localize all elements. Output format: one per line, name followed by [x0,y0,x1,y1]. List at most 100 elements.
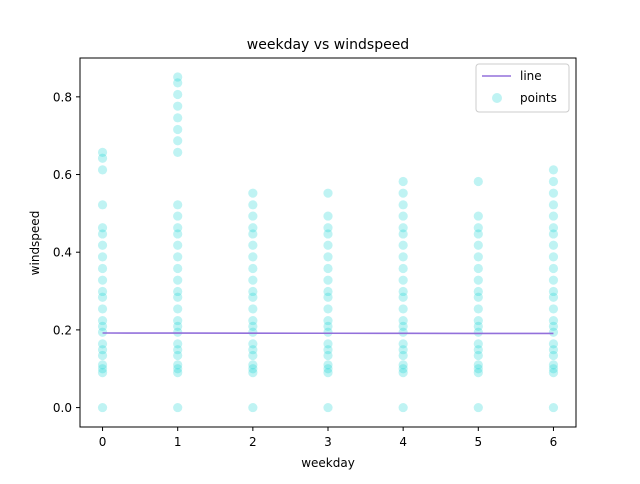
x-tick-label: 5 [474,435,482,449]
data-point [98,148,107,157]
data-point [474,316,483,325]
data-point [323,211,332,220]
data-point [173,287,182,296]
x-tick-label: 6 [550,435,558,449]
data-point [173,72,182,81]
data-point [549,252,558,261]
data-point [549,189,558,198]
data-point [98,252,107,261]
data-point [173,264,182,273]
data-point [399,211,408,220]
data-point [549,316,558,325]
data-point [98,316,107,325]
x-tick-label: 0 [99,435,107,449]
data-point [98,276,107,285]
data-point [173,223,182,232]
data-point [173,125,182,134]
data-point [173,403,182,412]
data-point [399,241,408,250]
data-point [323,360,332,369]
data-point [248,316,257,325]
y-tick-label: 0.2 [53,323,72,337]
data-point [323,339,332,348]
data-point [173,200,182,209]
data-point [549,223,558,232]
data-point [323,264,332,273]
data-point [173,241,182,250]
data-point [549,200,558,209]
data-point [399,316,408,325]
data-point [399,339,408,348]
x-tick-label: 1 [174,435,182,449]
data-point [474,360,483,369]
y-tick-label: 0.8 [53,90,72,104]
y-tick-label: 0.0 [53,401,72,415]
legend-label-points: points [520,91,557,105]
data-point [248,403,257,412]
legend-label-line: line [520,69,542,83]
data-point [474,211,483,220]
data-point [98,403,107,412]
data-point [173,304,182,313]
data-point [248,304,257,313]
data-point [173,148,182,157]
data-point [399,189,408,198]
data-point [549,403,558,412]
data-point [98,200,107,209]
data-point [98,223,107,232]
data-point [399,177,408,186]
data-point [549,241,558,250]
data-point [474,223,483,232]
data-point [98,165,107,174]
data-point [474,276,483,285]
data-point [549,211,558,220]
data-point [248,189,257,198]
data-point [323,276,332,285]
data-point [98,339,107,348]
data-point [173,102,182,111]
data-point [173,136,182,145]
x-tick-label: 2 [249,435,257,449]
data-point [248,241,257,250]
data-point [98,241,107,250]
y-tick-label: 0.4 [53,246,72,260]
data-point [549,360,558,369]
data-point [248,211,257,220]
x-tick-label: 3 [324,435,332,449]
data-point [323,316,332,325]
y-axis-label: windspeed [28,211,42,276]
data-point [549,339,558,348]
data-point [399,304,408,313]
data-point [248,339,257,348]
data-point [248,287,257,296]
data-point [173,316,182,325]
data-point [248,360,257,369]
data-point [323,304,332,313]
data-point [323,189,332,198]
data-point [474,304,483,313]
data-point [474,241,483,250]
data-point [248,264,257,273]
chart-title: weekday vs windspeed [247,37,409,53]
data-point [173,90,182,99]
data-point [549,287,558,296]
data-point [173,339,182,348]
data-point [549,276,558,285]
data-point [399,223,408,232]
data-point [549,264,558,273]
data-point [173,360,182,369]
data-point [474,403,483,412]
data-point [248,252,257,261]
plot-area [98,72,558,412]
data-point [98,287,107,296]
data-point [173,252,182,261]
data-point [549,177,558,186]
data-point [323,241,332,250]
data-point [98,264,107,273]
data-point [248,223,257,232]
data-point [399,200,408,209]
data-point [173,276,182,285]
data-point [474,339,483,348]
data-point [474,177,483,186]
